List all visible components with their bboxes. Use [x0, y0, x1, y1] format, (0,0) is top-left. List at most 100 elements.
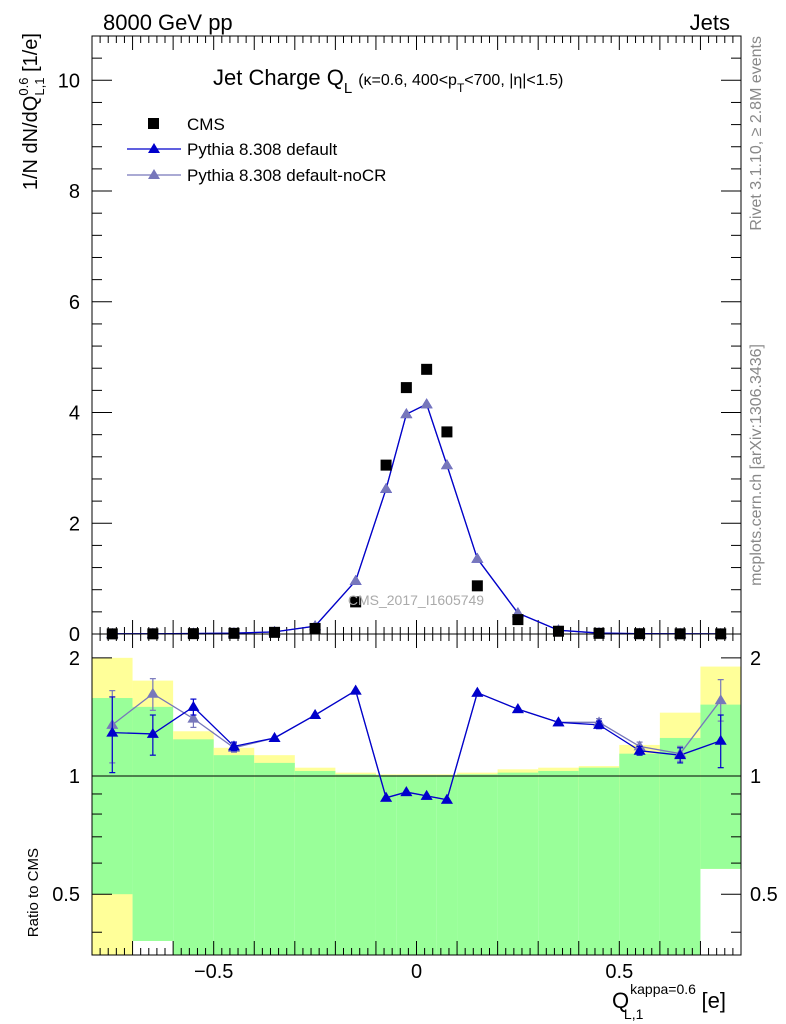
ratio-point	[400, 786, 413, 797]
uncertainty-band-inner	[396, 775, 417, 955]
main-y-tick-label: 8	[69, 181, 80, 203]
uncertainty-band-inner	[375, 775, 397, 955]
uncertainty-band-inner	[173, 739, 214, 955]
main-ylabel-unit: [1/e]	[20, 33, 42, 77]
legend: CMS Pythia 8.308 default Pythia 8.308 de…	[127, 115, 386, 185]
cms-point	[471, 580, 483, 592]
ratio-point	[552, 716, 565, 727]
main-y-tick-label: 4	[69, 403, 80, 425]
main-marks	[106, 363, 727, 640]
cms-point	[400, 382, 412, 394]
ratio-panel: 0.5 0.5 1 1 2 2 −0.5 0 0.5 Ratio to CMS Qkappa=0…	[25, 633, 778, 1022]
cms-point	[593, 627, 605, 639]
cms-point	[380, 459, 392, 471]
uncertainty-band-inner	[294, 770, 336, 955]
uncertainty-band-inner	[457, 774, 498, 955]
main-title-cut2: <700, |η|<1.5)	[464, 72, 563, 89]
ratio-y-tick-label-right: 2	[750, 648, 761, 670]
ratio-point	[268, 731, 281, 742]
ratio-point	[593, 718, 606, 729]
legend-marker-nocr	[148, 169, 160, 179]
ratio-xlabel: Qkappa=0.6 L,1 [e]	[612, 981, 726, 1022]
ratio-point	[633, 744, 646, 755]
ratio-point	[440, 793, 453, 804]
ratio-point	[511, 703, 524, 714]
main-ylabel: 1/N dN/dQ0.6L,1 [1/e]	[16, 33, 47, 190]
ratio-ylabel: Ratio to CMS	[25, 848, 42, 937]
ratio-point	[187, 700, 200, 711]
uncertainty-band-inner	[213, 755, 255, 955]
main-y-tick-label: 10	[58, 70, 80, 92]
header-left-label: 8000 GeV pp	[103, 10, 233, 35]
uncertainty-band-inner	[578, 767, 620, 955]
cms-point	[309, 622, 321, 634]
mc-point	[349, 574, 362, 585]
ratio-point	[714, 694, 727, 705]
ratio-point	[187, 712, 200, 723]
main-title-cut1: (κ=0.6, 400<p	[358, 72, 457, 89]
x-tick-label: 0.5	[605, 961, 633, 983]
main-title-sub: L	[344, 80, 352, 97]
ratio-y-tick-label-left: 0.5	[52, 884, 80, 906]
header-right-label: Jets	[690, 10, 730, 35]
legend-marker-cms	[148, 118, 159, 129]
ratio-y-tick-label-right: 0.5	[750, 884, 778, 906]
cms-point	[228, 627, 240, 639]
main-title-cut-sub: T	[457, 81, 465, 95]
ratio-point	[471, 686, 484, 697]
main-y-tick-label: 2	[69, 513, 80, 535]
uncertainty-band-inner	[538, 770, 579, 955]
ratio-y-tick-label-right: 1	[750, 766, 761, 788]
ratio-point	[714, 734, 727, 745]
mc-point	[380, 482, 393, 493]
main-ylabel-text: 1/N dN/dQ	[20, 96, 42, 190]
cms-point	[552, 625, 564, 637]
rivet-label: Rivet 3.1.10, ≥ 2.8M events	[748, 36, 765, 231]
legend-label-cms: CMS	[187, 115, 225, 134]
ratio-xlabel-sub: L,1	[624, 1006, 644, 1022]
ratio-xlabel-unit: [e]	[695, 988, 726, 1013]
uncertainty-band-inner	[254, 762, 295, 955]
ratio-xlabel-sup: kappa=0.6	[630, 981, 696, 997]
main-title-text: Jet Charge Q	[213, 65, 344, 90]
main-title: Jet Charge QL (κ=0.6, 400<pT<700, |η|<1.5…	[213, 65, 563, 97]
main-y-tick-label: 0	[69, 624, 80, 646]
cms-point	[512, 614, 524, 626]
legend-label-nocr: Pythia 8.308 default-noCR	[187, 166, 386, 185]
cms-point	[441, 426, 453, 438]
ratio-point	[349, 684, 362, 695]
ratio-series-line	[112, 689, 721, 801]
uncertainty-band-inner	[416, 775, 437, 955]
ratio-point	[380, 791, 393, 802]
ratio-point	[227, 740, 240, 751]
ratio-marks	[106, 678, 727, 804]
ratio-point	[146, 727, 159, 738]
cms-point	[269, 626, 281, 638]
main-ylabel-sub: L,1	[32, 77, 47, 95]
uncertainty-band-inner	[619, 753, 660, 955]
cms-point	[350, 596, 362, 608]
ratio-point	[674, 749, 687, 760]
ratio-point	[420, 789, 433, 800]
ratio-point	[106, 726, 119, 737]
mc-point	[420, 398, 433, 409]
ratio-y-tick-label-left: 1	[69, 766, 80, 788]
mc-point	[400, 408, 413, 419]
uncertainty-band-inner	[335, 774, 376, 955]
main-axes: 0 2 4 6 8 10	[58, 35, 742, 646]
analysis-id-label: CMS_2017_I1605749	[348, 592, 484, 608]
main-y-tick-label: 6	[69, 292, 80, 314]
ratio-bands	[92, 657, 741, 955]
ratio-axes: 0.5 0.5 1 1 2 2 −0.5 0 0.5	[52, 634, 778, 983]
ratio-y-tick-label-left: 2	[69, 648, 80, 670]
uncertainty-band-inner	[436, 775, 458, 955]
cms-point	[421, 363, 433, 375]
legend-marker-default	[148, 143, 160, 153]
x-tick-label: −0.5	[194, 961, 233, 983]
uncertainty-band-inner	[497, 772, 539, 955]
ratio-point	[146, 687, 159, 698]
mc-point	[440, 459, 453, 470]
legend-label-default: Pythia 8.308 default	[187, 140, 338, 159]
mc-point	[471, 552, 484, 563]
